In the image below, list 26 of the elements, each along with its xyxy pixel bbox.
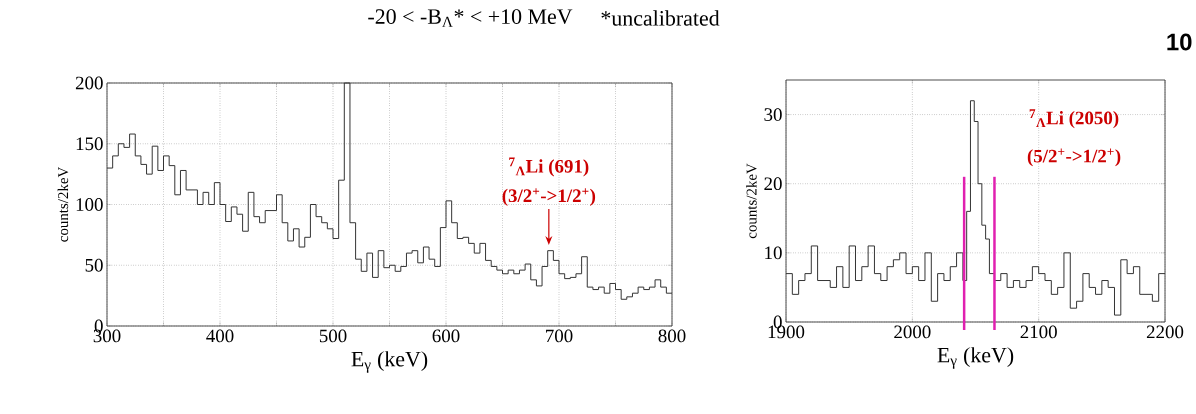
- x-tick-label: 500: [319, 329, 347, 343]
- annotation: (5/2$^{+}$->1/2$^{+}$): [1027, 148, 1121, 167]
- y-axis-title: counts/2keV: [746, 163, 757, 239]
- text: 10: [1167, 33, 1192, 51]
- y-tick-label: 20: [764, 177, 782, 191]
- y-tick-label: 200: [75, 76, 103, 90]
- chart-title: -20 < -B$_{Λ}$* < +10 MeV: [368, 9, 573, 27]
- x-axis-title: E$_{γ}$ (keV): [937, 347, 1014, 369]
- annotation: 7$_{Λ}$Li (691): [509, 157, 589, 177]
- x-tick-label: 700: [546, 329, 573, 343]
- x-tick-label: 2000: [894, 325, 931, 339]
- y-tick-label: 50: [85, 258, 103, 272]
- annotation: 7$_{Λ}$Li (2050): [1029, 109, 1119, 129]
- x-tick-label: 2200: [1146, 325, 1184, 339]
- x-tick-label: 600: [432, 329, 460, 343]
- annotation: (3/2$^{+}$->1/2$^{+}$): [502, 188, 596, 206]
- x-tick-label: 400: [206, 329, 234, 343]
- y-tick-label: 30: [764, 108, 782, 121]
- y-tick-label: 10: [765, 246, 782, 260]
- y-axis-title: counts/2keV: [57, 166, 69, 242]
- x-tick-label: 2100: [1020, 325, 1057, 339]
- x-tick-label: 800: [658, 329, 686, 343]
- x-axis-title: E$_{γ}$ (keV): [351, 351, 428, 373]
- y-tick-label: 100: [76, 198, 103, 211]
- y-tick-label: 150: [76, 137, 103, 151]
- text: *uncalibrated: [601, 10, 720, 26]
